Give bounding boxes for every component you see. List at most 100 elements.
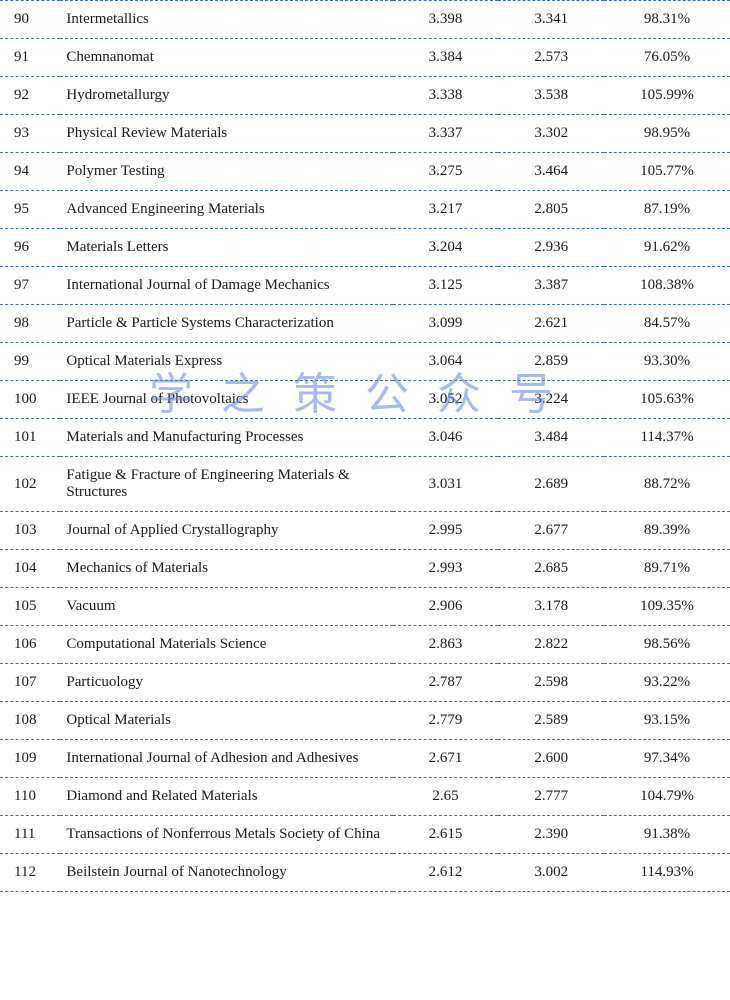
table-row: 110Diamond and Related Materials2.652.77… bbox=[0, 778, 730, 816]
cell-rank: 107 bbox=[0, 664, 60, 702]
cell-rank: 94 bbox=[0, 153, 60, 191]
cell-name: Polymer Testing bbox=[60, 153, 392, 191]
cell-name: Intermetallics bbox=[60, 1, 392, 39]
cell-value2: 2.822 bbox=[498, 626, 604, 664]
cell-value2: 2.805 bbox=[498, 191, 604, 229]
cell-value1: 2.787 bbox=[393, 664, 499, 702]
cell-name: Physical Review Materials bbox=[60, 115, 392, 153]
cell-value2: 2.573 bbox=[498, 39, 604, 77]
cell-rank: 91 bbox=[0, 39, 60, 77]
cell-percent: 91.38% bbox=[604, 816, 730, 854]
cell-value2: 2.598 bbox=[498, 664, 604, 702]
cell-name: Vacuum bbox=[60, 588, 392, 626]
cell-rank: 106 bbox=[0, 626, 60, 664]
table-row: 106Computational Materials Science2.8632… bbox=[0, 626, 730, 664]
cell-percent: 98.95% bbox=[604, 115, 730, 153]
cell-value1: 3.052 bbox=[393, 381, 499, 419]
cell-value2: 3.387 bbox=[498, 267, 604, 305]
table-row: 112Beilstein Journal of Nanotechnology2.… bbox=[0, 854, 730, 892]
cell-name: Optical Materials bbox=[60, 702, 392, 740]
cell-value1: 3.398 bbox=[393, 1, 499, 39]
cell-rank: 98 bbox=[0, 305, 60, 343]
table-row: 96Materials Letters3.2042.93691.62% bbox=[0, 229, 730, 267]
cell-value2: 3.302 bbox=[498, 115, 604, 153]
cell-name: International Journal of Adhesion and Ad… bbox=[60, 740, 392, 778]
table-row: 105Vacuum2.9063.178109.35% bbox=[0, 588, 730, 626]
cell-rank: 110 bbox=[0, 778, 60, 816]
table-row: 99Optical Materials Express3.0642.85993.… bbox=[0, 343, 730, 381]
cell-percent: 88.72% bbox=[604, 457, 730, 512]
cell-name: Journal of Applied Crystallography bbox=[60, 512, 392, 550]
cell-name: Materials and Manufacturing Processes bbox=[60, 419, 392, 457]
cell-name: Diamond and Related Materials bbox=[60, 778, 392, 816]
journal-table-wrap: 学之策公众号 90Intermetallics3.3983.34198.31%9… bbox=[0, 0, 730, 892]
cell-rank: 92 bbox=[0, 77, 60, 115]
table-row: 93Physical Review Materials3.3373.30298.… bbox=[0, 115, 730, 153]
cell-rank: 111 bbox=[0, 816, 60, 854]
cell-value2: 3.002 bbox=[498, 854, 604, 892]
cell-value2: 3.341 bbox=[498, 1, 604, 39]
cell-name: Fatigue & Fracture of Engineering Materi… bbox=[60, 457, 392, 512]
table-row: 91Chemnanomat3.3842.57376.05% bbox=[0, 39, 730, 77]
cell-rank: 100 bbox=[0, 381, 60, 419]
cell-name: Materials Letters bbox=[60, 229, 392, 267]
cell-rank: 104 bbox=[0, 550, 60, 588]
cell-value2: 2.689 bbox=[498, 457, 604, 512]
cell-rank: 103 bbox=[0, 512, 60, 550]
cell-value1: 2.671 bbox=[393, 740, 499, 778]
cell-value1: 3.204 bbox=[393, 229, 499, 267]
cell-name: Chemnanomat bbox=[60, 39, 392, 77]
table-row: 107Particuology2.7872.59893.22% bbox=[0, 664, 730, 702]
cell-name: Particuology bbox=[60, 664, 392, 702]
cell-percent: 97.34% bbox=[604, 740, 730, 778]
cell-name: Beilstein Journal of Nanotechnology bbox=[60, 854, 392, 892]
cell-value1: 2.65 bbox=[393, 778, 499, 816]
cell-percent: 114.93% bbox=[604, 854, 730, 892]
cell-value1: 3.099 bbox=[393, 305, 499, 343]
table-row: 111Transactions of Nonferrous Metals Soc… bbox=[0, 816, 730, 854]
cell-percent: 98.31% bbox=[604, 1, 730, 39]
table-row: 94Polymer Testing3.2753.464105.77% bbox=[0, 153, 730, 191]
cell-percent: 105.63% bbox=[604, 381, 730, 419]
cell-name: Advanced Engineering Materials bbox=[60, 191, 392, 229]
cell-value2: 2.859 bbox=[498, 343, 604, 381]
cell-percent: 98.56% bbox=[604, 626, 730, 664]
cell-value1: 3.384 bbox=[393, 39, 499, 77]
cell-name: International Journal of Damage Mechanic… bbox=[60, 267, 392, 305]
cell-value2: 2.677 bbox=[498, 512, 604, 550]
cell-percent: 91.62% bbox=[604, 229, 730, 267]
table-row: 104Mechanics of Materials2.9932.68589.71… bbox=[0, 550, 730, 588]
cell-percent: 105.99% bbox=[604, 77, 730, 115]
journal-table: 90Intermetallics3.3983.34198.31%91Chemna… bbox=[0, 0, 730, 892]
cell-value1: 3.064 bbox=[393, 343, 499, 381]
cell-value1: 3.046 bbox=[393, 419, 499, 457]
cell-rank: 90 bbox=[0, 1, 60, 39]
cell-value1: 2.779 bbox=[393, 702, 499, 740]
cell-rank: 101 bbox=[0, 419, 60, 457]
table-row: 95Advanced Engineering Materials3.2172.8… bbox=[0, 191, 730, 229]
cell-value1: 3.337 bbox=[393, 115, 499, 153]
cell-value1: 2.906 bbox=[393, 588, 499, 626]
cell-value1: 3.338 bbox=[393, 77, 499, 115]
cell-value2: 2.777 bbox=[498, 778, 604, 816]
cell-value2: 2.621 bbox=[498, 305, 604, 343]
cell-value1: 2.612 bbox=[393, 854, 499, 892]
cell-value2: 3.464 bbox=[498, 153, 604, 191]
cell-name: Particle & Particle Systems Characteriza… bbox=[60, 305, 392, 343]
cell-value1: 3.217 bbox=[393, 191, 499, 229]
cell-value2: 2.600 bbox=[498, 740, 604, 778]
cell-percent: 89.71% bbox=[604, 550, 730, 588]
cell-percent: 87.19% bbox=[604, 191, 730, 229]
table-row: 103Journal of Applied Crystallography2.9… bbox=[0, 512, 730, 550]
cell-rank: 108 bbox=[0, 702, 60, 740]
cell-percent: 93.15% bbox=[604, 702, 730, 740]
cell-percent: 84.57% bbox=[604, 305, 730, 343]
table-row: 109International Journal of Adhesion and… bbox=[0, 740, 730, 778]
cell-value1: 3.031 bbox=[393, 457, 499, 512]
cell-rank: 99 bbox=[0, 343, 60, 381]
table-row: 100IEEE Journal of Photovoltaics3.0523.2… bbox=[0, 381, 730, 419]
cell-value1: 2.995 bbox=[393, 512, 499, 550]
cell-rank: 97 bbox=[0, 267, 60, 305]
cell-name: Transactions of Nonferrous Metals Societ… bbox=[60, 816, 392, 854]
cell-rank: 95 bbox=[0, 191, 60, 229]
